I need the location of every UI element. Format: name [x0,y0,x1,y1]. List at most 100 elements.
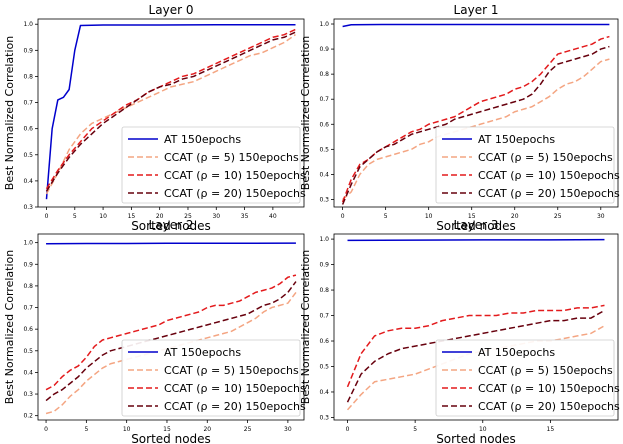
y-axis-label: Best Normalized Correlation [3,36,16,190]
y-tick-label: 0.8 [23,283,33,290]
x-tick-label: 20 [156,213,164,220]
x-tick-label: 10 [479,426,487,433]
series-line [341,45,610,205]
y-tick-label: 0.4 [319,171,329,178]
y-axis-label: Best Normalized Correlation [3,250,16,404]
legend-box [121,126,301,204]
legend-label: AT 150epochs [478,133,555,146]
legend-box [435,339,615,417]
legend-label: AT 150epochs [164,133,241,146]
legend-label: CCAT (ρ = 5) 150epochs [164,364,299,377]
x-tick-label: 30 [212,213,220,220]
legend-label: CCAT (ρ = 5) 150epochs [478,151,613,164]
y-tick-label: 0.4 [319,389,329,396]
legend-label: CCAT (ρ = 10) 150epochs [478,382,620,395]
plot-frame [333,18,619,208]
y-tick-label: 0.3 [23,204,33,211]
x-tick-label: 0 [45,213,49,220]
series-line [346,304,605,388]
series-line [45,274,297,391]
y-tick-label: 0.9 [319,46,329,53]
subplot-title: Layer 2 [149,218,194,232]
y-tick-label: 0.3 [319,196,329,203]
x-tick-label: 5 [84,426,88,433]
y-tick-label: 1.0 [319,236,329,243]
y-axis-label: Best Normalized Correlation [299,250,312,404]
y-tick-label: 0.6 [23,126,33,133]
x-axis-label: Sorted nodes [131,219,211,233]
x-tick-label: 20 [511,213,519,220]
legend-label: CCAT (ρ = 20) 150epochs [164,187,306,200]
series-line [45,31,296,192]
y-tick-label: 0.8 [319,71,329,78]
y-tick-label: 0.5 [23,348,33,355]
subplot-title: Layer 0 [149,3,194,17]
y-tick-label: 0.5 [319,146,329,153]
x-axis-label: Sorted nodes [436,432,516,444]
legend: AT 150epochs CCAT (ρ = 5) 150epochs CCAT (… [435,339,620,417]
legend-box [435,126,615,204]
legend-label: CCAT (ρ = 20) 150epochs [478,187,620,200]
y-tick-label: 0.4 [23,369,33,376]
x-tick-label: 10 [99,213,107,220]
x-tick-label: 5 [384,213,388,220]
legend-label: CCAT (ρ = 20) 150epochs [164,400,306,413]
y-tick-label: 0.6 [319,121,329,128]
x-tick-label: 40 [269,213,277,220]
x-axis-label: Sorted nodes [436,219,516,233]
series-line [347,238,605,242]
x-tick-label: 25 [244,426,252,433]
x-tick-label: 10 [123,426,131,433]
legend-label: CCAT (ρ = 10) 150epochs [164,382,306,395]
legend: AT 150epochs CCAT (ρ = 5) 150epochs CCAT (… [435,126,620,204]
x-tick-label: 10 [425,213,433,220]
y-tick-label: 0.5 [23,152,33,159]
y-tick-label: 0.8 [23,73,33,80]
x-tick-label: 35 [241,213,249,220]
legend-label: CCAT (ρ = 5) 150epochs [478,364,613,377]
subplot-2: 0 5 10 15 20 25 30 0.2 0.3 0.4 0.5 0.6 0.7 0.8 0.9 1.0 L… [3,218,306,444]
y-tick-label: 0.6 [23,326,33,333]
y-tick-label: 1.0 [23,21,33,28]
series-line [45,23,296,200]
x-tick-label: 5 [413,426,417,433]
legend: AT 150epochs CCAT (ρ = 5) 150epochs CCAT (… [121,339,306,417]
y-tick-label: 0.9 [23,47,33,54]
series-line [342,58,610,201]
legend-label: CCAT (ρ = 10) 150epochs [478,169,620,182]
series-line [45,28,296,190]
x-tick-label: 30 [597,213,605,220]
y-tick-label: 0.7 [23,100,33,107]
x-axis-label: Sorted nodes [131,432,211,444]
y-tick-label: 1.0 [23,240,33,247]
y-tick-label: 0.7 [319,313,329,320]
x-tick-label: 0 [44,426,48,433]
plot-frame [37,233,305,421]
x-tick-label: 25 [554,213,562,220]
y-tick-label: 0.4 [23,178,33,185]
legend: AT 150epochs CCAT (ρ = 5) 150epochs CCAT (… [121,126,306,204]
x-tick-label: 15 [163,426,171,433]
subplot-title: Layer 1 [454,3,499,17]
y-tick-label: 0.9 [23,261,33,268]
x-tick-label: 20 [203,426,211,433]
legend-label: CCAT (ρ = 5) 150epochs [164,151,299,164]
plot-frame [37,18,305,208]
y-tick-label: 1.0 [319,21,329,28]
y-tick-label: 0.3 [319,414,329,421]
y-tick-label: 0.5 [319,363,329,370]
x-tick-label: 5 [73,213,77,220]
legend-label: AT 150epochs [164,346,241,359]
series-line [45,281,297,402]
legend-label: CCAT (ρ = 20) 150epochs [478,400,620,413]
y-tick-label: 0.3 [23,391,33,398]
x-tick-label: 15 [128,213,136,220]
legend-label: CCAT (ρ = 10) 150epochs [164,169,306,182]
x-tick-label: 30 [284,426,292,433]
subplot-1: 0 5 10 15 20 25 30 0.3 0.4 0.5 0.6 0.7 0.8 0.9 1.0 Laye… [299,3,620,233]
plot-frame [333,233,619,421]
subplot-title: Layer 3 [454,218,499,232]
series-line [46,242,296,245]
